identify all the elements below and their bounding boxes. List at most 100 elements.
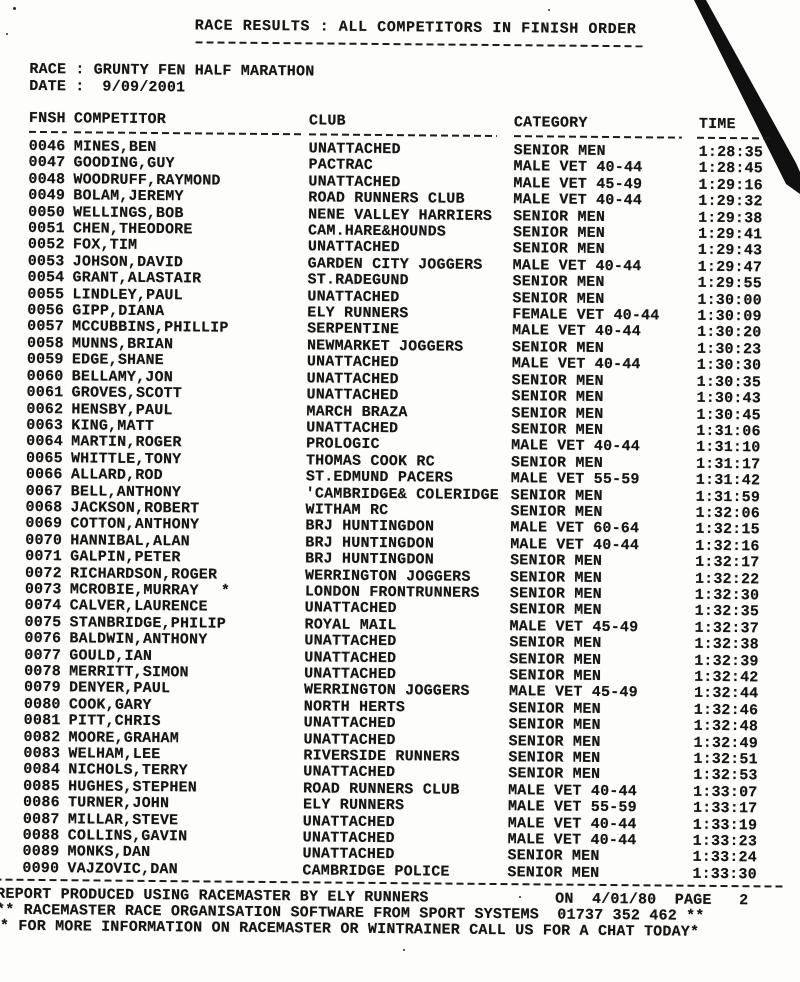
cell-time: 1:32:22 bbox=[694, 570, 760, 588]
cell-category: MALE VET 45-49 bbox=[509, 617, 639, 637]
cell-club: UNATTACHED bbox=[307, 288, 400, 306]
cell-time: 1:29:47 bbox=[697, 258, 763, 277]
cell-category: MALE VET 40-44 bbox=[513, 158, 643, 177]
cell-time: 1:32:17 bbox=[695, 553, 760, 572]
cell-fnsh: 0052 bbox=[27, 236, 65, 254]
cell-club: ROAD RUNNERS CLUB bbox=[308, 189, 465, 208]
cell-fnsh: 0062 bbox=[26, 400, 64, 418]
cell-competitor: WELHAM,LEE bbox=[68, 745, 161, 764]
cell-competitor: MERRITT,SIMON bbox=[69, 663, 189, 682]
cell-time: 1:32:49 bbox=[693, 734, 759, 752]
cell-time: 1:32:38 bbox=[694, 635, 759, 654]
cell-category: SENIOR MEN bbox=[509, 634, 602, 653]
scan-speck bbox=[6, 33, 8, 35]
cell-fnsh: 0085 bbox=[23, 777, 61, 796]
cell-time: 1:32:37 bbox=[694, 619, 760, 638]
column-underline-time bbox=[696, 136, 771, 140]
cell-category: MALE VET 40-44 bbox=[512, 322, 642, 341]
cell-category: SENIOR MEN bbox=[511, 388, 604, 407]
cell-time: 1:32:16 bbox=[695, 537, 760, 556]
cell-club: UNATTACHED bbox=[307, 238, 400, 257]
cell-club: UNATTACHED bbox=[303, 714, 396, 733]
cell-competitor: BELL,ANTHONY bbox=[70, 482, 182, 501]
cell-fnsh: 0053 bbox=[27, 252, 65, 271]
cell-fnsh: 0067 bbox=[25, 482, 63, 500]
cell-fnsh: 0060 bbox=[26, 367, 64, 385]
cell-competitor: GIPP,DIANA bbox=[72, 302, 165, 321]
cell-club: ROYAL MAIL bbox=[304, 616, 397, 634]
cell-category: SENIOR MEN bbox=[509, 667, 602, 685]
cell-fnsh: 0090 bbox=[22, 859, 60, 878]
cell-fnsh: 0061 bbox=[26, 383, 64, 402]
cell-time: 1:30:09 bbox=[697, 307, 762, 326]
cell-competitor: NICHOLS,TERRY bbox=[68, 761, 188, 780]
scan-speck bbox=[13, 7, 16, 10]
cell-category: MALE VET 40-44 bbox=[511, 355, 641, 374]
cell-category: MALE VET 60-64 bbox=[510, 519, 640, 538]
cell-time: 1:31:06 bbox=[696, 422, 761, 441]
cell-note: * bbox=[220, 582, 231, 600]
cell-fnsh: 0049 bbox=[28, 187, 66, 205]
cell-fnsh: 0080 bbox=[23, 695, 61, 714]
cell-club: UNATTACHED bbox=[304, 599, 397, 618]
cell-club: RIVERSIDE RUNNERS bbox=[303, 747, 460, 766]
scan-streak-artifact bbox=[694, 0, 800, 194]
cell-competitor: STANBRIDGE,PHILIP bbox=[69, 614, 227, 633]
cell-competitor: JOHSON,DAVID bbox=[72, 253, 184, 272]
cell-club: UNATTACHED bbox=[302, 829, 395, 848]
cell-club: THOMAS COOK RC bbox=[305, 452, 435, 471]
cell-time: 1:32:44 bbox=[693, 685, 759, 703]
cell-fnsh: 0057 bbox=[27, 318, 65, 336]
cell-time: 1:30:20 bbox=[697, 324, 762, 342]
cell-category: MALE VET 40-44 bbox=[507, 831, 637, 850]
cell-category: SENIOR MEN bbox=[512, 224, 606, 242]
cell-competitor: KING,MATT bbox=[71, 417, 155, 435]
cell-competitor: VAJZOVIC,DAN bbox=[67, 860, 178, 879]
cell-category: MALE VET 40-44 bbox=[510, 535, 640, 554]
cell-fnsh: 0056 bbox=[27, 301, 65, 320]
cell-club: NORTH HERTS bbox=[303, 698, 406, 717]
cell-club: UNATTACHED bbox=[303, 763, 396, 782]
scan-speck bbox=[548, 9, 550, 11]
column-header-fnsh: FNSH bbox=[28, 109, 66, 128]
cell-time: 1:29:41 bbox=[697, 225, 763, 244]
cell-fnsh: 0059 bbox=[26, 351, 64, 369]
cell-fnsh: 0069 bbox=[25, 515, 63, 533]
cell-time: 1:32:51 bbox=[693, 750, 758, 769]
column-header-competitor: COMPETITOR bbox=[73, 110, 167, 129]
cell-category: SENIOR MEN bbox=[507, 863, 600, 882]
cell-fnsh: 0078 bbox=[24, 662, 62, 681]
cell-category: MALE VET 40-44 bbox=[508, 781, 638, 801]
cell-fnsh: 0068 bbox=[25, 498, 63, 517]
cell-competitor: CALVER,LAURENCE bbox=[69, 597, 208, 616]
cell-club: UNATTACHED bbox=[304, 632, 397, 651]
cell-category: SENIOR MEN bbox=[510, 552, 603, 571]
cell-competitor: WOODRUFF,RAYMOND bbox=[73, 171, 221, 190]
cell-competitor: WELLINGS,BOB bbox=[73, 203, 184, 222]
cell-time: 1:31:17 bbox=[695, 455, 761, 474]
cell-club: CAMBRIDGE POLICE bbox=[302, 862, 450, 881]
cell-category: FEMALE VET 40-44 bbox=[512, 306, 660, 325]
cell-category: SENIOR MEN bbox=[508, 749, 601, 767]
cell-club: UNATTACHED bbox=[306, 353, 399, 372]
column-underline-competitor bbox=[73, 131, 302, 136]
cell-time: 1:29:38 bbox=[698, 209, 763, 227]
cell-fnsh: 0065 bbox=[25, 449, 63, 467]
cell-time: 1:32:53 bbox=[693, 767, 758, 785]
cell-club: PROLOGIC bbox=[306, 435, 380, 454]
cell-fnsh: 0047 bbox=[28, 154, 66, 172]
cell-category: SENIOR MEN bbox=[512, 240, 605, 259]
cell-fnsh: 0076 bbox=[24, 630, 62, 648]
cell-time: 1:33:19 bbox=[692, 816, 758, 834]
cell-competitor: WHITTLE,TONY bbox=[70, 450, 182, 468]
cell-fnsh: 0064 bbox=[26, 433, 64, 451]
cell-time: 1:33:23 bbox=[692, 832, 758, 851]
column-header-club: CLUB bbox=[308, 112, 346, 130]
cell-competitor: BALDWIN,ANTHONY bbox=[69, 630, 208, 649]
cell-time: 1:30:45 bbox=[696, 406, 761, 424]
cell-club: ELY RUNNERS bbox=[302, 796, 405, 815]
cell-competitor: HENSBY,PAUL bbox=[71, 400, 173, 419]
scan-speck bbox=[403, 949, 405, 951]
cell-competitor: TURNER,JOHN bbox=[67, 794, 170, 813]
cell-fnsh: 0046 bbox=[28, 137, 66, 156]
